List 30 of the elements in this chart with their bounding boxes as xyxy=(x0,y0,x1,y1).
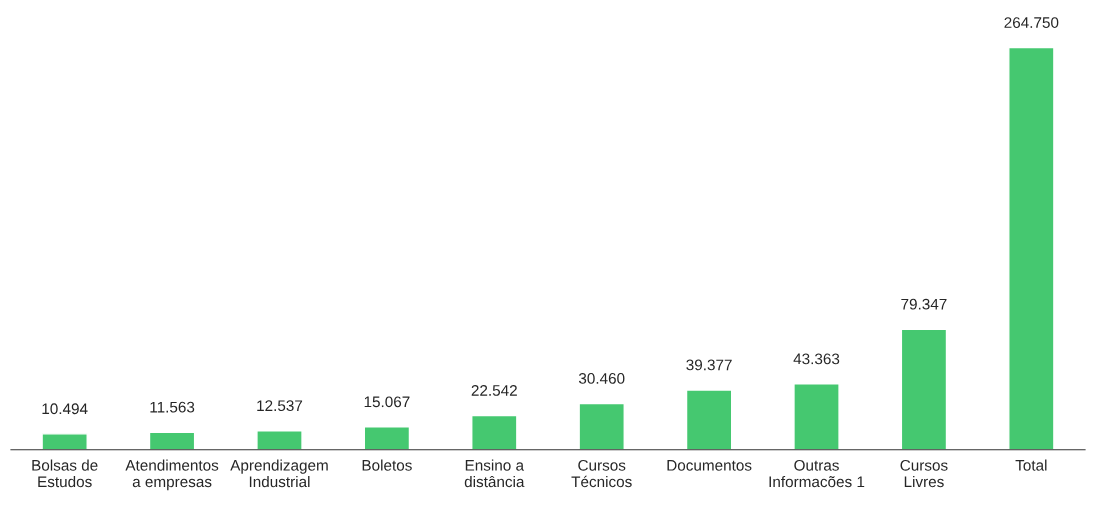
x-tick-label: Total xyxy=(1015,459,1047,471)
data-label: 43.363 xyxy=(793,353,840,365)
x-tick-label: Boletos xyxy=(362,459,412,471)
data-label: 11.563 xyxy=(150,401,195,413)
bar xyxy=(148,431,196,450)
x-tick-label: Outras Informacões 1 xyxy=(769,459,865,488)
bar xyxy=(578,402,625,450)
data-label: 22.542 xyxy=(471,385,517,396)
data-label: 30.460 xyxy=(578,373,625,384)
data-label: 10.494 xyxy=(42,403,88,415)
bar xyxy=(793,383,840,450)
bar xyxy=(1008,46,1055,450)
bar xyxy=(900,328,948,450)
bar xyxy=(256,430,303,450)
x-tick-label: Cursos Livres xyxy=(900,459,948,488)
x-tick-label: Atendimentos a empresas xyxy=(125,459,219,491)
data-label: 12.537 xyxy=(257,400,303,412)
data-label: 79.347 xyxy=(901,298,947,310)
bar xyxy=(685,389,733,450)
x-tick-label: Aprendizagem Industrial xyxy=(230,459,328,488)
data-label: 15.067 xyxy=(364,396,410,408)
x-tick-label: Cursos Técnicos xyxy=(571,459,632,488)
data-label: 39.377 xyxy=(686,359,732,371)
x-tick-label: Bolsas de Estudos xyxy=(32,459,98,488)
bar xyxy=(41,433,88,450)
data-label: 264.750 xyxy=(1004,17,1059,28)
bar xyxy=(471,414,518,450)
bar xyxy=(363,426,411,450)
x-tick-label: Ensino a distância xyxy=(464,459,525,488)
x-tick-label: Documentos xyxy=(667,460,752,471)
